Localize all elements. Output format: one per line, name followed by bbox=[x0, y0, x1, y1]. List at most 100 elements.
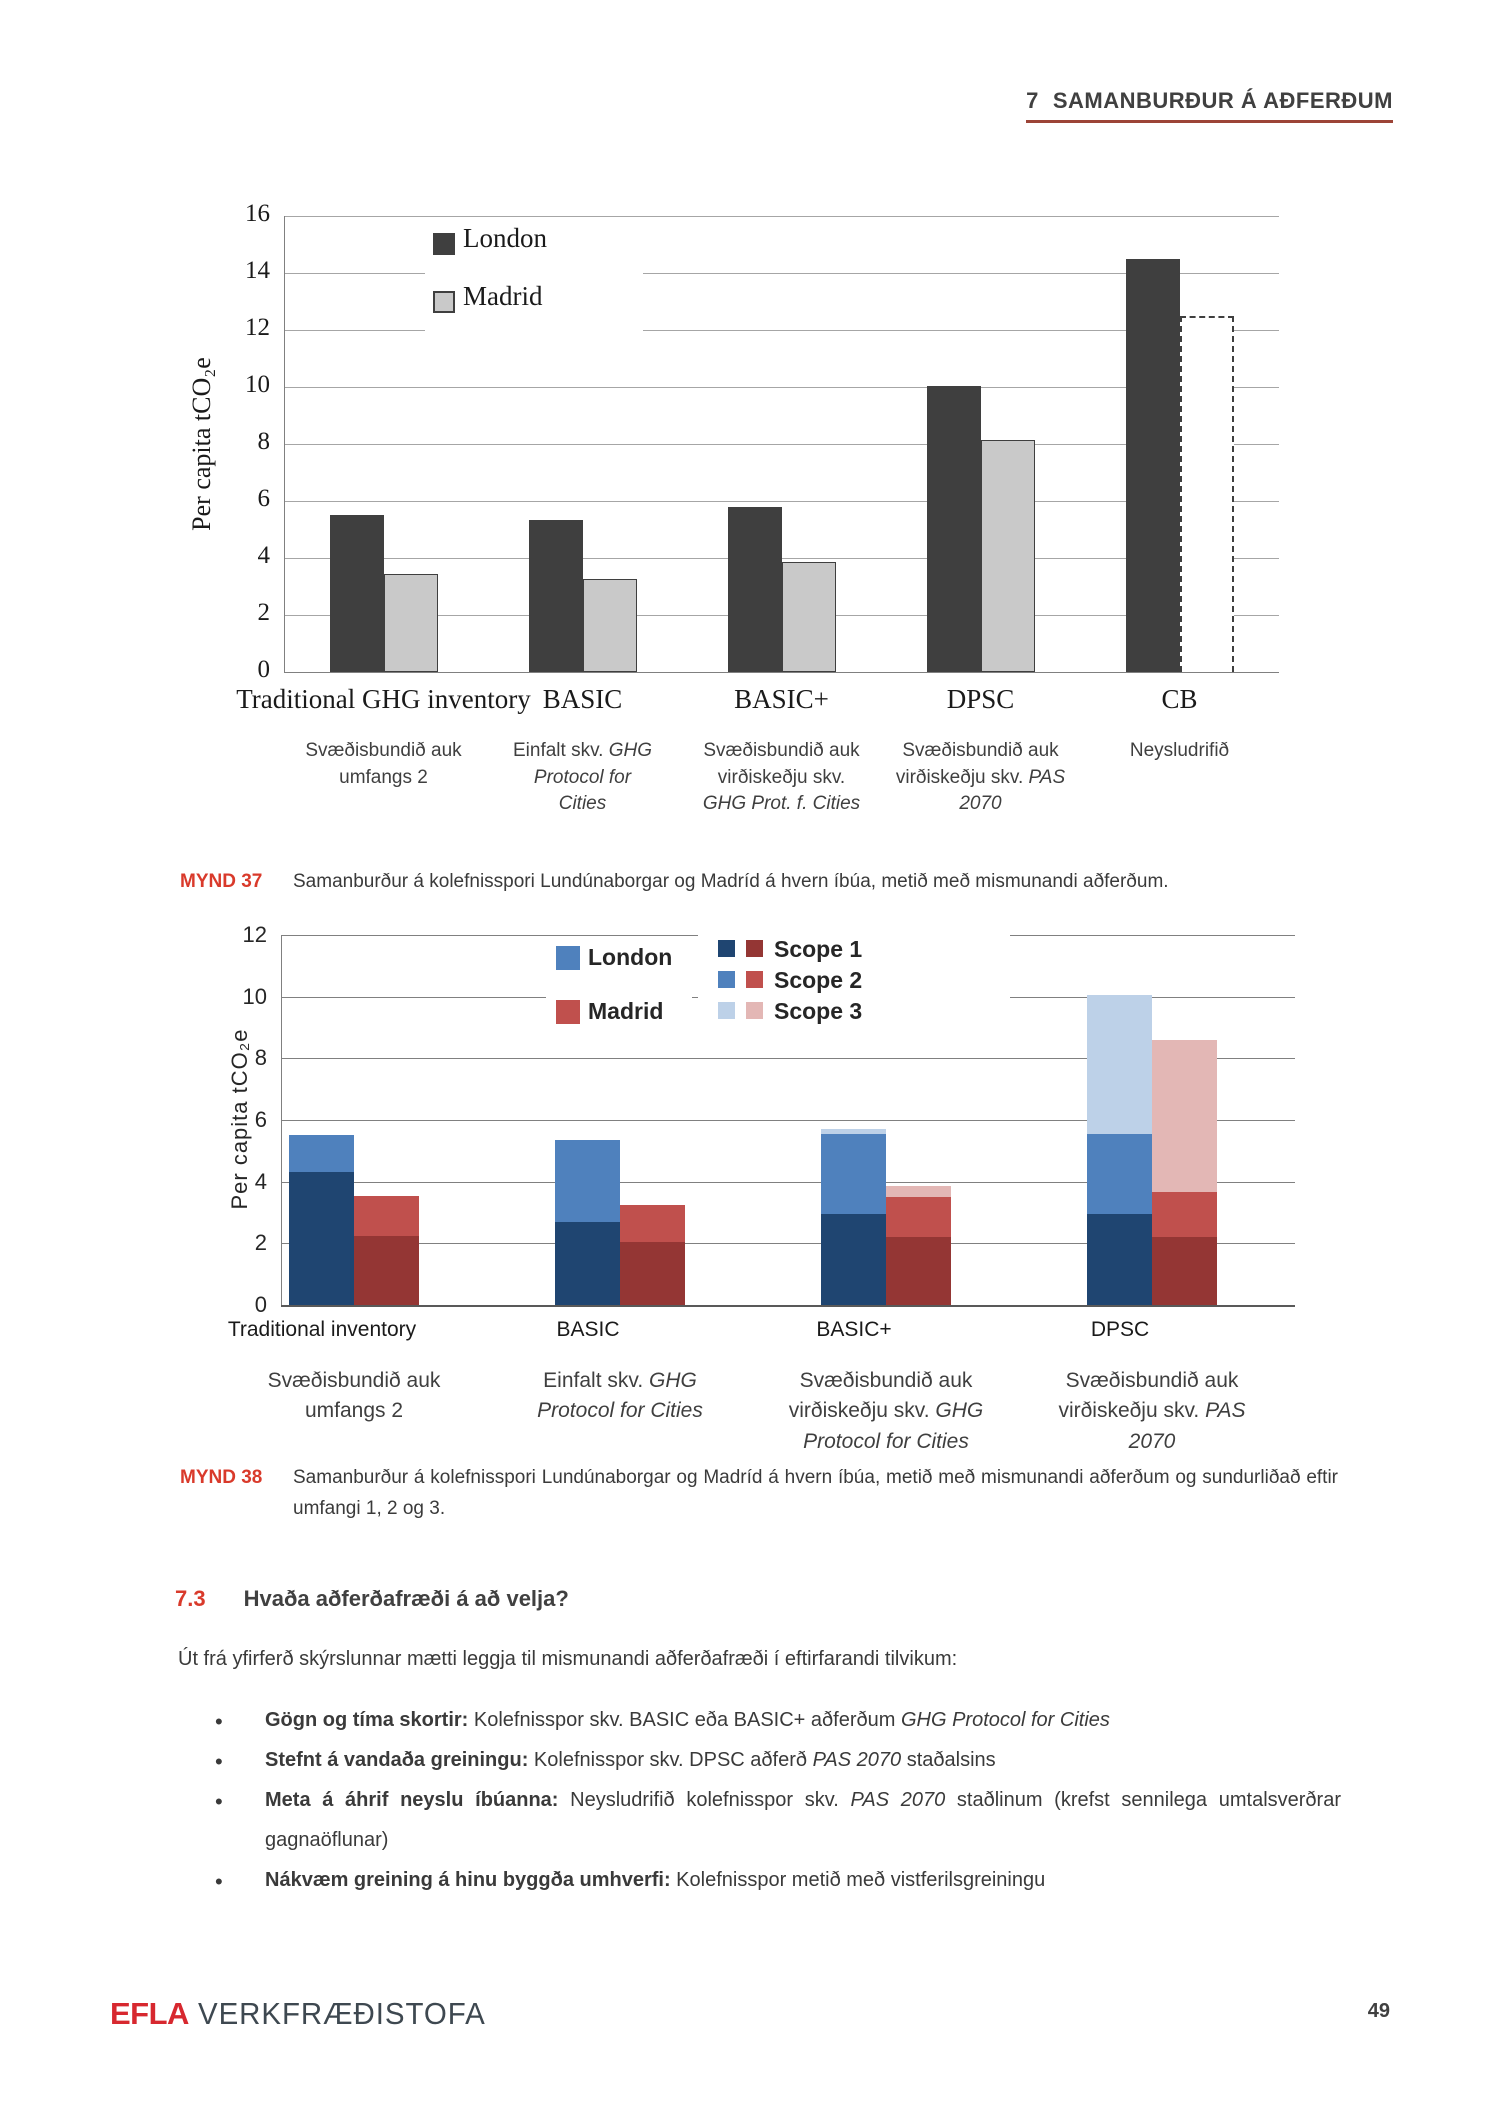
category-label-dpsc: DPSC bbox=[946, 684, 1015, 714]
bar-london-traditional-inventory-scope2 bbox=[289, 1135, 354, 1173]
bar-london-dpsc-scope3 bbox=[1087, 995, 1152, 1134]
bar-london-basic-scope2 bbox=[555, 1140, 620, 1222]
list-item: Meta á áhrif neyslu íbúanna: Neysludrifi… bbox=[215, 1780, 1341, 1860]
sublabel-text: Einfalt skv. bbox=[512, 740, 609, 761]
bar-london-basic bbox=[727, 506, 782, 672]
gridline bbox=[281, 1243, 1295, 1245]
bullet-lead-in: Nákvæm greining á hinu byggða umhverfi: bbox=[265, 1869, 671, 1891]
gridline bbox=[281, 1120, 1295, 1121]
bullet-lead-in: Gögn og tíma skortir: bbox=[265, 1709, 469, 1731]
gridline bbox=[284, 330, 1279, 331]
list-item: Gögn og tíma skortir: Kolefnisspor skv. … bbox=[215, 1700, 1341, 1744]
bar-london-dpsc-scope2 bbox=[1087, 1133, 1152, 1215]
category-sublabel-dpsc: Svæðisbundið auk virðiskeðju skv. PAS 20… bbox=[1037, 1366, 1267, 1457]
figure-caption-mynd37: MYND 37 Samanburður á kolefnisspori Lund… bbox=[180, 866, 1338, 897]
y-tick-label: 4 bbox=[254, 1168, 267, 1194]
y-tick-label: 0 bbox=[254, 1292, 267, 1317]
category-label-basic: BASIC+ bbox=[734, 684, 829, 714]
legend-swatch-madrid-scope1 bbox=[746, 940, 763, 957]
legend-label-madrid: Madrid bbox=[588, 998, 664, 1024]
category-label-cb: CB bbox=[1161, 684, 1198, 714]
bar-madrid-cb bbox=[1179, 315, 1234, 672]
sublabel-text: Svæðisbundið auk virðiskeðju skv. bbox=[895, 740, 1059, 788]
bullet-lead-in: Stefnt á vandaða greiningu: bbox=[265, 1749, 529, 1771]
legend-swatch-london-scope3 bbox=[718, 1002, 735, 1019]
y-tick-label: 10 bbox=[242, 983, 267, 1009]
bar-london-basic bbox=[528, 519, 583, 672]
figure-label: MYND 38 bbox=[180, 1467, 263, 1488]
list-item: Nákvæm greining á hinu byggða umhverfi: … bbox=[215, 1860, 1341, 1904]
category-sublabel-basic: Einfalt skv. GHG Protocol for Cities bbox=[505, 1366, 735, 1427]
bullet-text: Neysludrifið kolefnisspor skv. bbox=[558, 1789, 851, 1811]
y-tick-label: 8 bbox=[254, 1045, 267, 1071]
list-item: Stefnt á vandaða greiningu: Kolefnisspor… bbox=[215, 1740, 1341, 1784]
y-tick-label: 14 bbox=[245, 257, 270, 284]
standard-name: GHG Protocol for Cities bbox=[900, 1709, 1110, 1731]
y-tick-label: 12 bbox=[245, 314, 270, 341]
category-sublabel-traditional-inventory: Svæðisbundið auk umfangs 2 bbox=[239, 1366, 469, 1427]
bar-madrid-traditional-inventory-scope1 bbox=[354, 1235, 419, 1305]
sublabel-text: Svæðisbundið auk virðiskeðju skv. bbox=[1058, 1369, 1239, 1423]
gridline bbox=[284, 216, 1279, 217]
section-title: Hvaða aðferðafræði á að velja? bbox=[243, 1586, 569, 1611]
bar-london-basic-scope1 bbox=[821, 1214, 886, 1305]
gridline bbox=[284, 444, 1279, 445]
bar-london-traditional-inventory-scope1 bbox=[289, 1172, 354, 1305]
legend-label-scope1: Scope 1 bbox=[774, 936, 863, 962]
figure-mynd38-chart: 0 2 4 6 8 10 12 Per capita tCO₂e Traditional inv… bbox=[170, 920, 1350, 1460]
y-axis-title: Per capita tCO₂e bbox=[187, 357, 216, 531]
bar-madrid-dpsc-scope1 bbox=[1152, 1237, 1217, 1305]
sublabel-text: Svæðisbundið auk virðiskeðju skv. bbox=[703, 740, 860, 788]
bar-madrid-basic-scope1 bbox=[620, 1241, 685, 1305]
legend-label-scope3: Scope 3 bbox=[774, 998, 863, 1024]
category-label-dpsc: DPSC bbox=[1090, 1318, 1150, 1341]
category-sublabel-basic: Svæðisbundið auk virðiskeðju skv. GHG Pr… bbox=[766, 1366, 1006, 1457]
standard-name: PAS 2070 bbox=[959, 766, 1066, 815]
bullet-lead-in: Meta á áhrif neyslu íbúanna: bbox=[265, 1789, 559, 1811]
bar-london-dpsc-scope1 bbox=[1087, 1214, 1152, 1305]
legend-swatch-madrid-scope2 bbox=[746, 971, 763, 988]
figure-label: MYND 37 bbox=[180, 871, 263, 892]
standard-name: PAS 2070 bbox=[812, 1749, 902, 1771]
gridline bbox=[284, 558, 1279, 559]
figure-mynd37-chart: 0 2 4 6 8 10 12 14 16 Per capita tCO₂e Traditional… bbox=[170, 190, 1350, 855]
bar-madrid-dpsc bbox=[980, 439, 1035, 672]
standard-name: GHG Protocol for Cities bbox=[533, 740, 652, 815]
legend-swatch-london-scope1 bbox=[718, 940, 735, 957]
category-label-traditional-inventory: Traditional inventory bbox=[227, 1318, 417, 1341]
category-label-basic: BASIC bbox=[542, 684, 623, 714]
chart-legend: London Madrid bbox=[425, 223, 643, 337]
standard-name: GHG Protocol for Cities bbox=[803, 1399, 984, 1453]
standard-name: GHG Prot. f. Cities bbox=[702, 793, 861, 815]
category-label-basic: BASIC bbox=[556, 1318, 620, 1341]
chart-legend-scopes: Scope 1 Scope 2 Scope 3 bbox=[698, 928, 1010, 1032]
bar-madrid-traditional-inventory-scope2 bbox=[354, 1195, 419, 1236]
bullet-text: Kolefnisspor metið með vistferilsgreinin… bbox=[670, 1869, 1046, 1891]
section-heading: 7.3 Hvaða aðferðafræði á að velja? bbox=[175, 1586, 569, 1612]
x-axis-line bbox=[281, 1305, 1295, 1307]
y-axis-line bbox=[281, 935, 282, 1305]
bar-madrid-basic bbox=[582, 579, 637, 672]
category-sublabel-cb: Neysludrifið bbox=[1080, 738, 1280, 765]
legend-label-madrid: Madrid bbox=[463, 281, 543, 311]
bar-madrid-basic-scope2 bbox=[886, 1197, 951, 1238]
category-sublabel-dpsc: Svæðisbundið auk virðiskeðju skv. PAS 20… bbox=[893, 738, 1068, 818]
intro-paragraph: Út frá yfirferð skýrslunnar mætti leggja… bbox=[178, 1648, 958, 1670]
y-tick-label: 12 bbox=[242, 922, 267, 947]
sublabel-text: Svæðisbundið auk umfangs 2 bbox=[305, 740, 462, 788]
bar-madrid-basic bbox=[781, 562, 836, 672]
category-sublabel-traditional-ghg-inventory: Svæðisbundið auk umfangs 2 bbox=[294, 738, 474, 791]
gridline bbox=[281, 1058, 1295, 1060]
bullet-text: staðlinum (krefst sennilega umtalsverðra… bbox=[265, 1789, 1341, 1851]
y-tick-label: 6 bbox=[257, 485, 271, 512]
page-header: 7 SAMANBURÐUR Á AÐFERÐUM bbox=[1026, 88, 1393, 123]
gridline bbox=[284, 387, 1279, 388]
legend-swatch-london-scope2 bbox=[718, 971, 735, 988]
gridline bbox=[281, 1181, 1295, 1183]
standard-name: GHG Protocol for Cities bbox=[537, 1369, 703, 1423]
page-number: 49 bbox=[1367, 2000, 1390, 2022]
bar-madrid-dpsc-scope2 bbox=[1152, 1192, 1217, 1238]
y-tick-label: 4 bbox=[257, 542, 271, 569]
category-label-traditional-ghg-inventory: Traditional GHG inventory bbox=[236, 684, 531, 714]
